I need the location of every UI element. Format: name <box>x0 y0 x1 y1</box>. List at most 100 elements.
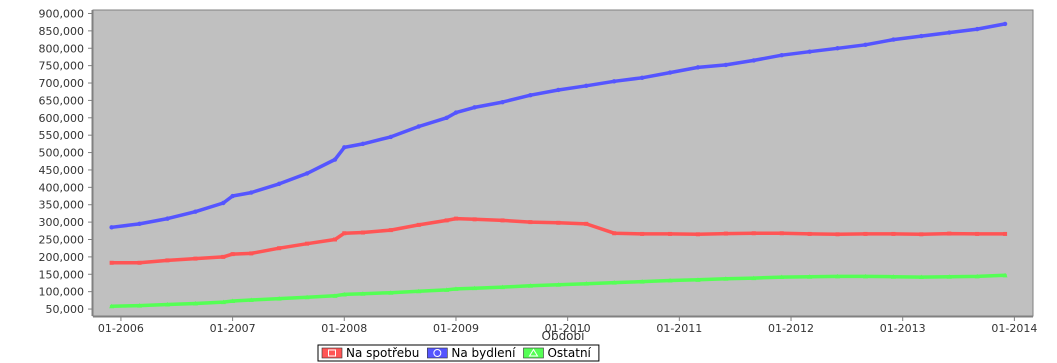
data-point <box>453 216 458 221</box>
legend: Na spotřebu Na bydlení Ostatní <box>317 344 600 362</box>
data-point <box>863 42 868 47</box>
series-layer <box>109 21 1008 309</box>
data-point <box>416 222 421 227</box>
x-tick-label: 01-2010 <box>545 322 591 335</box>
data-point <box>779 53 784 58</box>
data-point <box>193 209 198 214</box>
data-point <box>500 284 506 290</box>
data-point <box>947 30 952 35</box>
data-point <box>779 231 784 236</box>
data-point <box>723 276 729 281</box>
data-point <box>667 278 673 283</box>
data-point <box>918 274 924 280</box>
data-point <box>109 225 114 230</box>
y-tick-label: 800,000 <box>39 42 85 55</box>
y-tick-label: 850,000 <box>39 25 85 38</box>
data-point <box>332 237 337 242</box>
data-point <box>360 230 365 235</box>
data-point <box>612 231 617 236</box>
data-point <box>583 281 589 286</box>
data-point <box>342 145 347 150</box>
y-axis: 50,000 100,000 150,000 200,000 250,000 300,00… <box>39 7 92 316</box>
data-point <box>304 171 310 176</box>
data-point <box>556 87 561 93</box>
data-point <box>1002 272 1008 278</box>
data-point <box>584 221 589 226</box>
data-point <box>639 279 645 284</box>
data-point <box>230 193 235 199</box>
data-point <box>192 300 198 306</box>
data-point <box>230 252 235 257</box>
y-tick-label: 900,000 <box>39 7 85 20</box>
x-tick-label: 01-2011 <box>656 322 702 335</box>
y-tick-label: 700,000 <box>39 77 85 90</box>
data-point <box>416 124 421 129</box>
data-point <box>584 83 589 89</box>
series-na-spotrebu <box>109 216 1008 265</box>
data-point <box>220 299 226 305</box>
data-point <box>221 254 226 259</box>
data-point <box>891 37 896 42</box>
series-na-bydleni <box>109 21 1008 230</box>
data-point <box>500 99 505 105</box>
data-point <box>249 190 254 195</box>
data-point <box>528 92 533 98</box>
x-axis: 01-2006 01-2007 01-2008 01-2009 01-2010 01-20… <box>98 317 1037 335</box>
data-point <box>751 275 757 281</box>
data-point <box>947 231 952 236</box>
y-tick-label: 550,000 <box>39 129 85 142</box>
x-tick-label: 01-2014 <box>991 322 1037 335</box>
data-point <box>165 258 170 263</box>
data-point <box>221 200 226 206</box>
data-point <box>472 285 478 291</box>
y-tick-label: 400,000 <box>39 181 85 194</box>
data-point <box>835 232 840 237</box>
y-tick-label: 100,000 <box>39 286 85 299</box>
series-ostatni <box>109 272 1008 309</box>
data-point <box>835 46 840 51</box>
data-point <box>277 246 282 251</box>
data-point <box>890 274 896 279</box>
legend-item-na-spotrebu: Na spotřebu <box>321 346 419 360</box>
series-line <box>109 22 1007 230</box>
legend-marker <box>328 349 336 357</box>
x-tick-label: 01-2012 <box>768 322 814 335</box>
data-point <box>723 62 729 68</box>
data-point <box>779 274 785 280</box>
y-tick-label: 650,000 <box>39 94 85 107</box>
data-point <box>946 274 952 279</box>
data-point <box>500 218 505 223</box>
data-point <box>640 231 645 236</box>
x-axis-title: Období <box>542 329 586 343</box>
data-point <box>919 33 924 39</box>
data-point <box>109 260 114 265</box>
y-tick-label: 450,000 <box>39 164 85 177</box>
series-line <box>109 216 1007 265</box>
data-point <box>388 290 394 295</box>
data-point <box>472 217 477 222</box>
data-point <box>723 231 728 236</box>
legend-swatch <box>523 347 544 359</box>
data-point <box>341 291 347 297</box>
data-point <box>137 221 142 227</box>
data-point <box>695 65 701 70</box>
data-point <box>751 231 756 236</box>
data-point <box>304 294 310 300</box>
data-point <box>165 216 170 221</box>
legend-marker <box>528 348 539 357</box>
data-point <box>695 277 701 282</box>
data-point <box>919 232 924 237</box>
x-tick-label: 01-2006 <box>98 322 144 335</box>
y-tick-label: 600,000 <box>39 112 85 125</box>
data-point <box>807 231 812 236</box>
data-point <box>248 297 254 303</box>
data-point <box>388 228 393 233</box>
series-line <box>109 273 1007 309</box>
legend-item-ostatni: Ostatní <box>523 346 592 360</box>
data-point <box>891 231 896 236</box>
data-point <box>667 70 673 75</box>
y-tick-label: 350,000 <box>39 199 85 212</box>
data-point <box>332 157 338 162</box>
data-point <box>193 256 198 261</box>
